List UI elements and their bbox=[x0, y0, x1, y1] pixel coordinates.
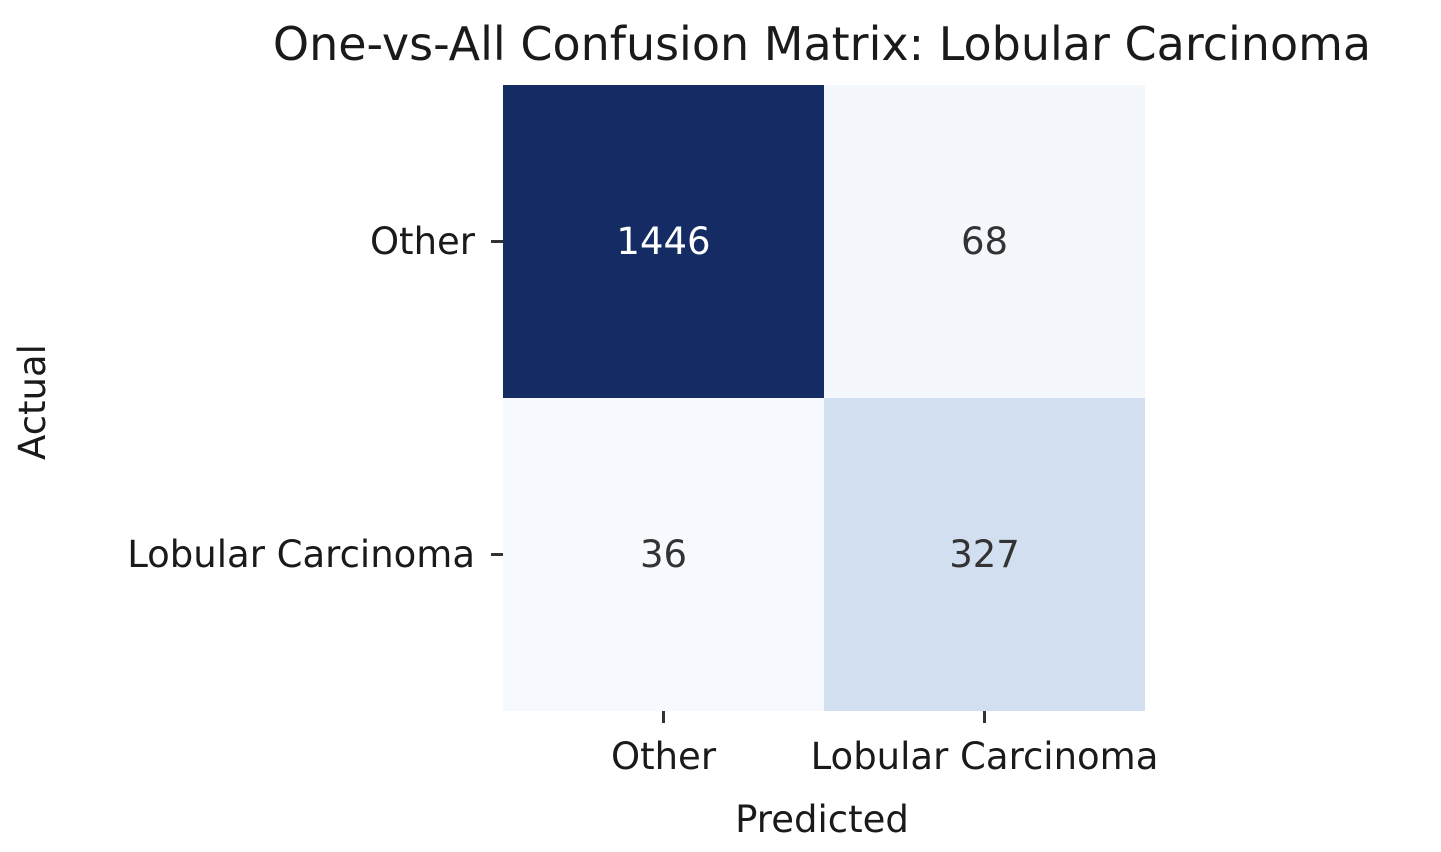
heatmap-cell-1-0 bbox=[503, 398, 824, 711]
heatmap-cell-value-1-0: 36 bbox=[640, 533, 687, 576]
heatmap-cells bbox=[503, 85, 1145, 711]
heatmap-cell-0-0 bbox=[503, 85, 824, 398]
heatmap-cell-value-1-1: 327 bbox=[949, 533, 1020, 576]
x-axis-ticks: Other Lobular Carcinoma bbox=[611, 711, 1158, 778]
y-axis-label: Actual bbox=[11, 344, 54, 460]
y-tick-label-1: Lobular Carcinoma bbox=[127, 533, 475, 576]
chart-title: One-vs-All Confusion Matrix: Lobular Car… bbox=[273, 17, 1371, 71]
heatmap-cell-0-1 bbox=[824, 85, 1145, 398]
x-tick-label-0: Other bbox=[611, 735, 717, 778]
heatmap-cell-1-1 bbox=[824, 398, 1145, 711]
heatmap-cell-value-0-0: 1446 bbox=[616, 220, 710, 263]
x-axis-label: Predicted bbox=[735, 798, 909, 841]
x-tick-label-1: Lobular Carcinoma bbox=[811, 735, 1159, 778]
heatmap-cell-labels: 1446 68 36 327 bbox=[616, 220, 1019, 576]
y-tick-label-0: Other bbox=[370, 220, 476, 263]
y-axis-ticks: Other Lobular Carcinoma bbox=[127, 220, 503, 576]
heatmap-cell-value-0-1: 68 bbox=[961, 220, 1008, 263]
